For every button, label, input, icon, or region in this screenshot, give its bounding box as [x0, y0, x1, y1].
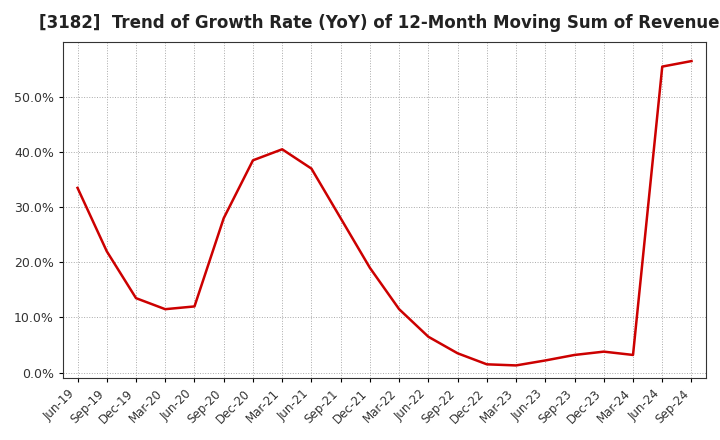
Title: [3182]  Trend of Growth Rate (YoY) of 12-Month Moving Sum of Revenues: [3182] Trend of Growth Rate (YoY) of 12-…	[40, 14, 720, 32]
